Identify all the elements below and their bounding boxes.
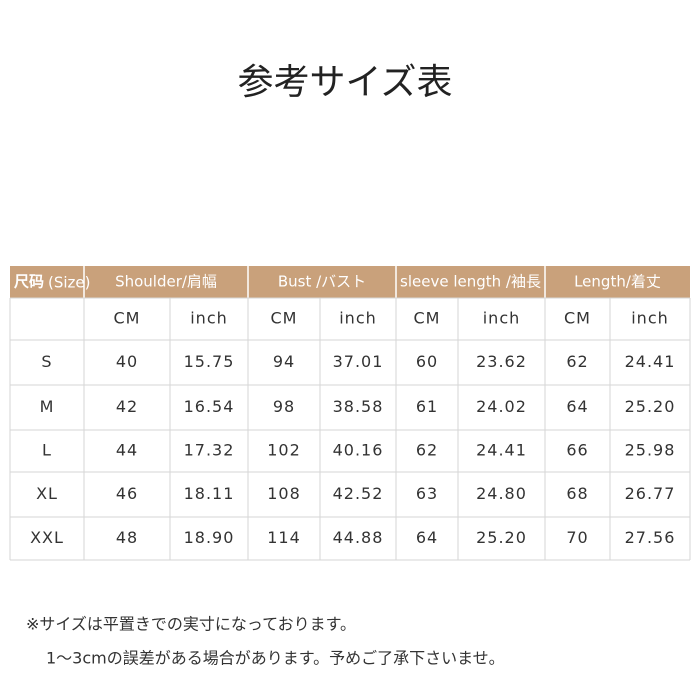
value-cell: 37.01 — [333, 352, 384, 371]
value-cell: 66 — [566, 441, 588, 460]
value-cell: 25.20 — [476, 528, 527, 547]
value-cell: 62 — [566, 352, 588, 371]
unit-header: inch — [190, 309, 228, 328]
value-cell: 60 — [416, 352, 438, 371]
value-cell: 98 — [273, 397, 295, 416]
value-cell: 61 — [416, 397, 438, 416]
header-band — [10, 266, 690, 298]
value-cell: 46 — [116, 484, 138, 503]
value-cell: 27.56 — [625, 528, 676, 547]
unit-header: inch — [483, 309, 521, 328]
value-cell: 25.20 — [625, 397, 676, 416]
value-cell: 108 — [267, 484, 301, 503]
value-cell: 24.41 — [625, 352, 676, 371]
unit-header: CM — [271, 309, 298, 328]
note: 1～3cmの誤差がある場合があります。予めご了承下さいませ。 — [46, 649, 505, 668]
size-cell: XL — [36, 484, 58, 503]
group-header: sleeve length /袖長 — [400, 273, 541, 291]
value-cell: 26.77 — [625, 484, 676, 503]
value-cell: 40 — [116, 352, 138, 371]
value-cell: 114 — [267, 528, 301, 547]
value-cell: 64 — [566, 397, 588, 416]
value-cell: 62 — [416, 441, 438, 460]
page-title: 参考サイズ表 — [238, 62, 453, 103]
size-cell: XXL — [30, 528, 64, 547]
unit-header: CM — [564, 309, 591, 328]
size-header-note: (Size) — [48, 274, 91, 292]
value-cell: 48 — [116, 528, 138, 547]
value-cell: 102 — [267, 441, 301, 460]
value-cell: 17.32 — [184, 441, 235, 460]
value-cell: 42 — [116, 397, 138, 416]
size-header: 尺码 — [14, 273, 44, 291]
value-cell: 42.52 — [333, 484, 384, 503]
value-cell: 68 — [566, 484, 588, 503]
value-cell: 24.02 — [476, 397, 527, 416]
group-header: Shoulder/肩幅 — [115, 273, 217, 291]
value-cell: 40.16 — [333, 441, 384, 460]
value-cell: 38.58 — [333, 397, 384, 416]
unit-header: CM — [414, 309, 441, 328]
unit-header: inch — [631, 309, 669, 328]
size-cell: S — [41, 352, 52, 371]
value-cell: 44.88 — [333, 528, 384, 547]
value-cell: 70 — [566, 528, 588, 547]
value-cell: 44 — [116, 441, 138, 460]
value-cell: 25.98 — [625, 441, 676, 460]
value-cell: 18.90 — [184, 528, 235, 547]
value-cell: 18.11 — [184, 484, 235, 503]
value-cell: 94 — [273, 352, 295, 371]
unit-header: CM — [114, 309, 141, 328]
value-cell: 15.75 — [184, 352, 235, 371]
size-cell: M — [40, 397, 55, 416]
value-cell: 24.41 — [476, 441, 527, 460]
value-cell: 23.62 — [476, 352, 527, 371]
unit-header: inch — [339, 309, 377, 328]
note: ※サイズは平置きでの実寸になっております。 — [26, 615, 356, 634]
group-header: Bust /バスト — [278, 273, 366, 291]
size-cell: L — [42, 441, 52, 460]
group-header: Length/着丈 — [574, 273, 661, 291]
value-cell: 63 — [416, 484, 438, 503]
value-cell: 64 — [416, 528, 438, 547]
value-cell: 16.54 — [184, 397, 235, 416]
value-cell: 24.80 — [476, 484, 527, 503]
